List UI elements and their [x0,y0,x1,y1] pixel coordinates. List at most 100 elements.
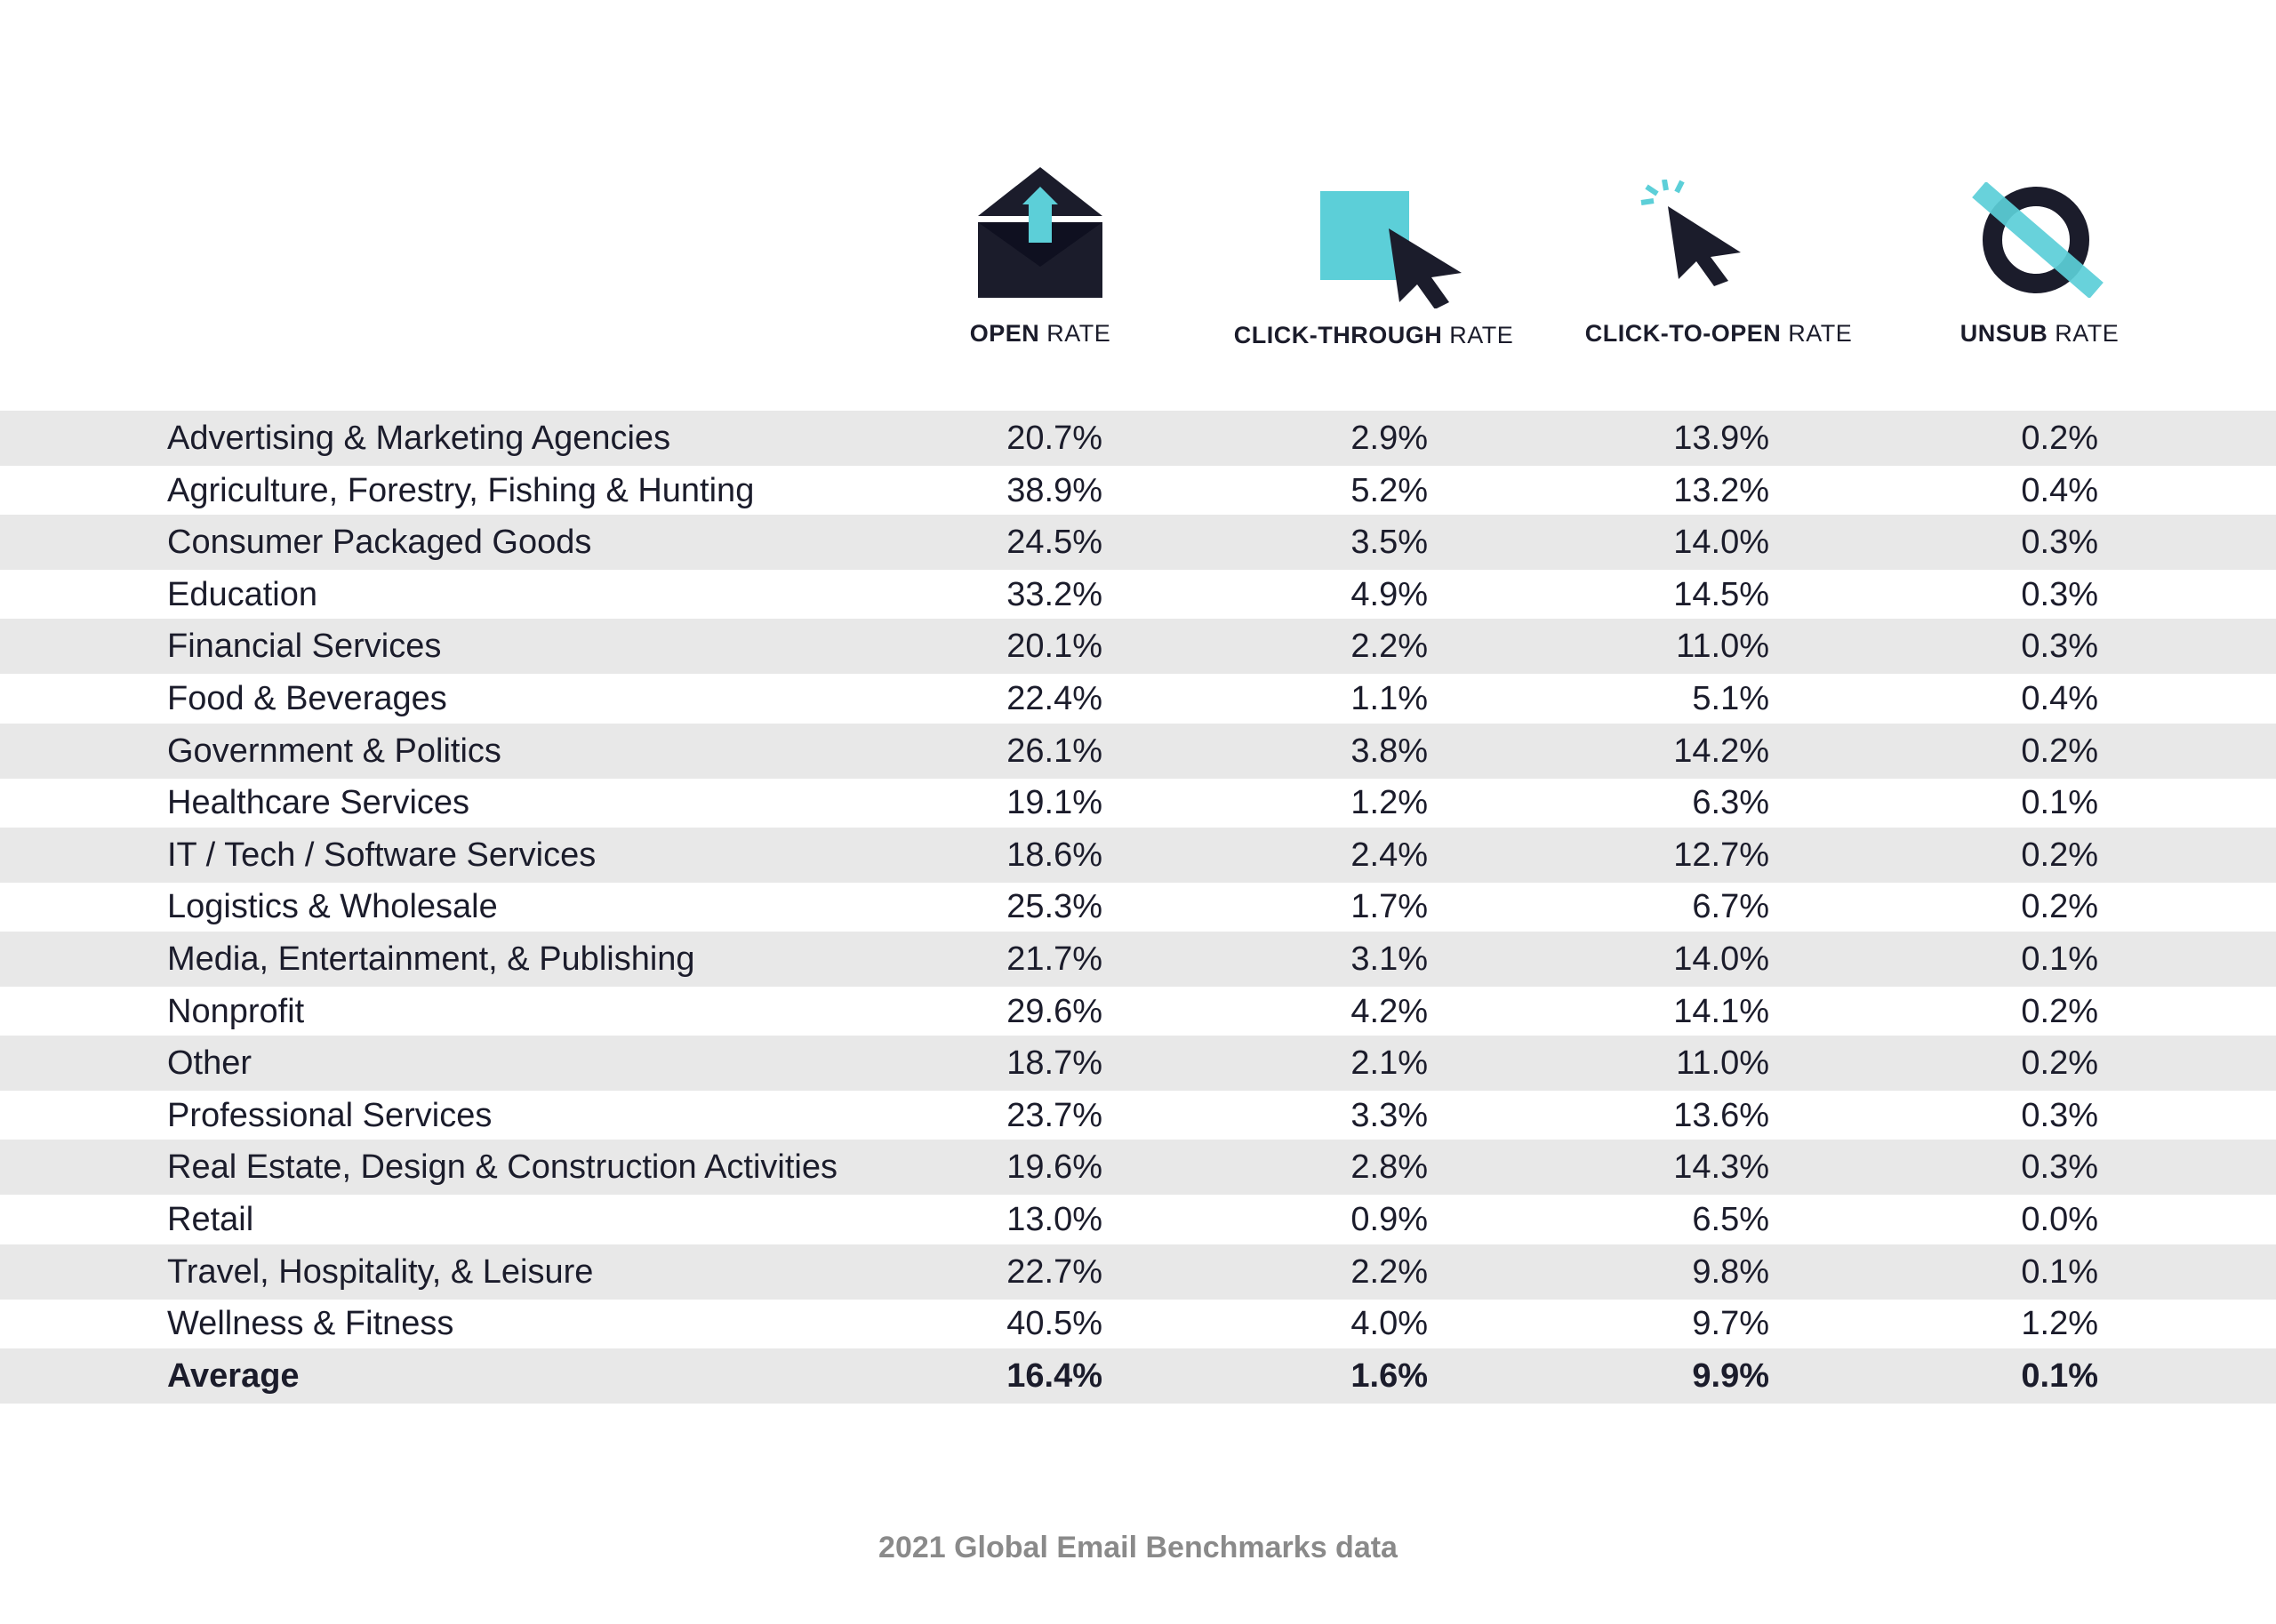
click-to-open-rate-value: 14.0% [1673,940,1769,978]
click-through-rate-value: 3.1% [1350,940,1428,978]
industry-label: Government & Politics [167,732,501,770]
table-row: Professional Services 23.7% 3.3% 13.6% 0.3% [0,1088,2276,1143]
click-to-open-rate-value: 9.8% [1692,1252,1769,1291]
industry-label: Professional Services [167,1096,493,1134]
open-rate-value: 20.1% [1006,628,1102,666]
industry-label: Education [167,575,318,613]
click-cursor-icon [1640,180,1741,286]
table-row: Nonprofit 29.6% 4.2% 14.1% 0.2% [0,984,2276,1039]
table-row: Healthcare Services 19.1% 1.2% 6.3% 0.1% [0,775,2276,830]
column-header-unsub-rate: UNSUB RATE [1959,320,2120,347]
unsub-rate-value: 0.1% [2021,1252,2098,1291]
industry-label: Financial Services [167,628,442,666]
click-to-open-rate-value: 6.5% [1692,1201,1769,1238]
table-row: Education 33.2% 4.9% 14.5% 0.3% [0,567,2276,622]
unsub-rate-value: 0.2% [2021,1044,2098,1083]
open-rate-value: 22.7% [1006,1252,1102,1291]
table-row: Food & Beverages 22.4% 1.1% 5.1% 0.4% [0,671,2276,726]
unsub-rate-value: 0.3% [2021,524,2098,562]
open-rate-value: 18.6% [1006,836,1102,874]
click-through-rate-value: 1.1% [1350,680,1428,717]
unsub-rate-value: 0.3% [2021,575,2098,613]
click-to-open-rate-value: 9.9% [1692,1356,1769,1395]
industry-label: Other [167,1044,252,1083]
unsub-rate-value: 0.1% [2021,1356,2098,1395]
click-to-open-rate-value: 14.1% [1673,992,1769,1030]
table-row: Consumer Packaged Goods 24.5% 3.5% 14.0% 0.3… [0,515,2276,571]
industry-label: Travel, Hospitality, & Leisure [167,1252,594,1291]
click-to-open-rate-value: 14.2% [1673,732,1769,770]
click-to-open-rate-value: 6.3% [1692,784,1769,822]
click-through-rate-value: 4.0% [1350,1305,1428,1343]
click-to-open-rate-value: 5.1% [1692,680,1769,717]
industry-label: Logistics & Wholesale [167,888,498,926]
table-row: Media, Entertainment, & Publishing 21.7% 3… [0,932,2276,987]
unsub-rate-value: 1.2% [2021,1305,2098,1343]
table-row: Other 18.7% 2.1% 11.0% 0.2% [0,1036,2276,1092]
open-rate-value: 40.5% [1006,1305,1102,1343]
table-row: IT / Tech / Software Services 18.6% 2.4% 12… [0,827,2276,883]
click-through-rate-value: 3.8% [1350,732,1428,770]
unsub-rate-value: 0.3% [2021,1148,2098,1187]
table-row: Real Estate, Design & Construction Activ… [0,1140,2276,1196]
table-row: Advertising & Marketing Agencies 20.7% 2.9… [0,411,2276,466]
click-through-rate-value: 2.2% [1350,628,1428,666]
click-to-open-rate-value: 14.3% [1673,1148,1769,1187]
click-to-open-rate-value: 11.0% [1676,628,1769,666]
click-to-open-rate-value: 9.7% [1692,1305,1769,1343]
click-to-open-rate-value: 6.7% [1692,888,1769,926]
unsub-rate-value: 0.3% [2021,628,2098,666]
click-to-open-rate-value: 14.0% [1673,524,1769,562]
table-row: Retail 13.0% 0.9% 6.5% 0.0% [0,1192,2276,1247]
table-row: Logistics & Wholesale 25.3% 1.7% 6.7% 0.2% [0,879,2276,934]
open-rate-value: 19.6% [1006,1148,1102,1187]
footer-source: 2021 Global Email Benchmarks data [878,1531,1398,1564]
click-to-open-rate-value: 14.5% [1673,575,1769,613]
unsubscribe-icon [1972,182,2104,298]
open-rate-value: 24.5% [1006,524,1102,562]
industry-label: Food & Beverages [167,680,447,717]
click-through-rate-value: 4.2% [1350,992,1428,1030]
click-through-rate-value: 1.6% [1350,1356,1428,1395]
table-row: Financial Services 20.1% 2.2% 11.0% 0.3% [0,619,2276,675]
table-row: Wellness & Fitness 40.5% 4.0% 9.7% 1.2% [0,1296,2276,1351]
open-rate-value: 20.7% [1006,420,1102,457]
click-through-rate-value: 2.9% [1350,420,1428,457]
click-through-rate-value: 1.7% [1350,888,1428,926]
click-through-rate-value: 4.9% [1350,575,1428,613]
open-rate-value: 38.9% [1006,471,1102,509]
industry-label: IT / Tech / Software Services [167,836,597,874]
table-row: Government & Politics 26.1% 3.8% 14.2% 0.2% [0,723,2276,779]
industry-label: Media, Entertainment, & Publishing [167,940,695,978]
click-through-rate-value: 1.2% [1350,784,1428,822]
unsub-rate-value: 0.2% [2021,732,2098,770]
open-rate-value: 33.2% [1006,575,1102,613]
click-to-open-rate-value: 11.0% [1676,1044,1769,1083]
column-header-click-through-rate: CLICK-THROUGH RATE [1233,322,1514,348]
click-through-rate-value: 2.4% [1350,836,1428,874]
click-through-rate-value: 2.8% [1350,1148,1428,1187]
table-row: Agriculture, Forestry, Fishing & Hunting… [0,463,2276,518]
click-to-open-rate-value: 12.7% [1673,836,1769,874]
industry-label: Wellness & Fitness [167,1305,454,1343]
unsub-rate-value: 0.2% [2021,992,2098,1030]
industry-label: Advertising & Marketing Agencies [167,420,671,457]
industry-label: Nonprofit [167,992,305,1030]
industry-label: Retail [167,1201,254,1238]
unsub-rate-value: 0.0% [2021,1201,2098,1238]
open-rate-value: 22.4% [1006,680,1102,717]
column-header-click-to-open-rate: CLICK-TO-OPEN RATE [1584,320,1853,347]
industry-label: Real Estate, Design & Construction Activ… [167,1148,838,1187]
click-through-rate-value: 3.5% [1350,524,1428,562]
open-rate-value: 18.7% [1006,1044,1102,1083]
open-rate-value: 29.6% [1006,992,1102,1030]
industry-label: Healthcare Services [167,784,470,822]
unsub-rate-value: 0.1% [2021,784,2098,822]
unsub-rate-value: 0.2% [2021,888,2098,926]
cursor-square-icon [1320,191,1462,308]
click-to-open-rate-value: 13.6% [1673,1096,1769,1134]
industry-label: Consumer Packaged Goods [167,524,592,562]
open-rate-value: 26.1% [1006,732,1102,770]
unsub-rate-value: 0.3% [2021,1096,2098,1134]
open-rate-value: 13.0% [1006,1201,1102,1238]
